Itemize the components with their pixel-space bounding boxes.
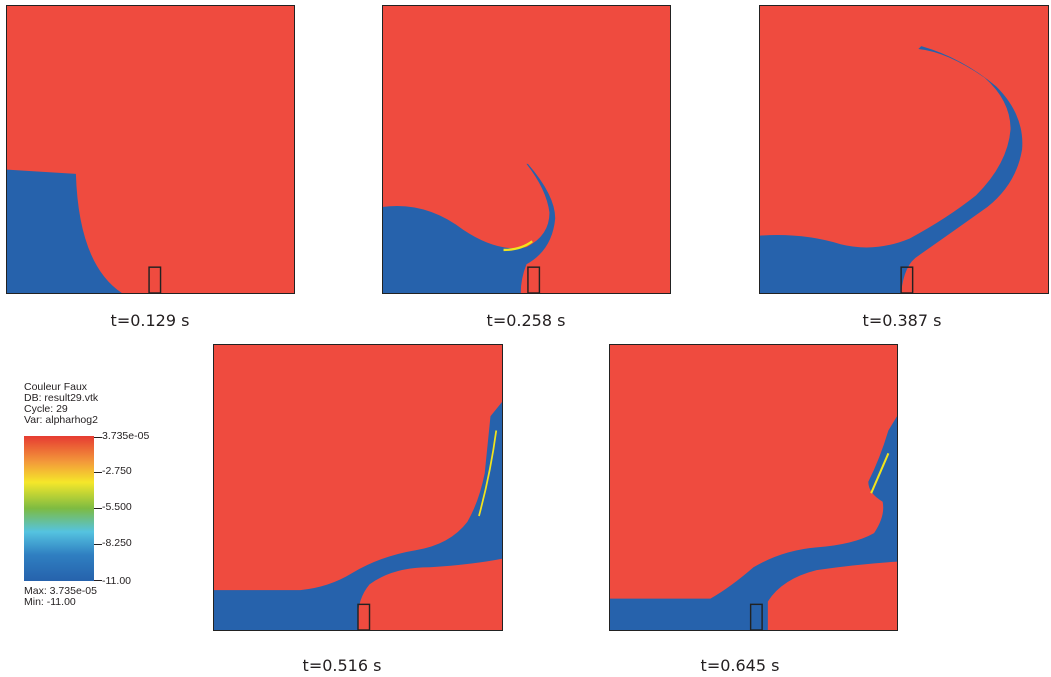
simulation-panel-4 (213, 344, 503, 631)
panel-2-caption: t=0.258 s (486, 311, 566, 330)
simulation-field-4 (214, 345, 502, 630)
colorbar-legend: Couleur Faux DB: result29.vtk Cycle: 29 … (24, 382, 194, 426)
colorbar (24, 436, 94, 581)
colorbar-tick-1 (94, 472, 102, 473)
simulation-panel-2 (382, 5, 671, 294)
legend-title: Couleur Faux (24, 381, 88, 393)
colorbar-tick-4 (94, 580, 102, 581)
colorbar-tick-0 (94, 437, 102, 438)
panel-5-caption: t=0.645 s (700, 656, 780, 675)
simulation-panel-5 (609, 344, 898, 631)
legend-cycle: Cycle: 29 (24, 403, 68, 415)
colorbar-tick-2 (94, 508, 102, 509)
panel-1-caption: t=0.129 s (110, 311, 190, 330)
legend-min: Min: -11.00 (24, 596, 76, 608)
legend-var: Var: alpharhog2 (24, 414, 98, 426)
legend-max: Max: 3.735e-05 (24, 585, 97, 597)
simulation-field-1 (7, 6, 294, 293)
colorbar-tick-3 (94, 544, 102, 545)
simulation-panel-1 (6, 5, 295, 294)
panel-4-caption: t=0.516 s (302, 656, 382, 675)
colorbar-tick-label-4: -11.00 (102, 575, 131, 587)
simulation-panel-3 (759, 5, 1049, 294)
colorbar-extrema: Max: 3.735e-05 Min: -11.00 (24, 586, 97, 608)
colorbar-tick-label-0: 3.735e-05 (102, 430, 150, 442)
simulation-field-2 (383, 6, 670, 293)
panel-3-caption: t=0.387 s (862, 311, 942, 330)
colorbar-tick-label-1: -2.750 (102, 465, 132, 477)
simulation-field-3 (760, 6, 1048, 293)
legend-db: DB: result29.vtk (24, 392, 99, 404)
colorbar-tick-label-2: -5.500 (102, 501, 132, 513)
colorbar-tick-label-3: -8.250 (102, 537, 132, 549)
simulation-field-5 (610, 345, 897, 630)
